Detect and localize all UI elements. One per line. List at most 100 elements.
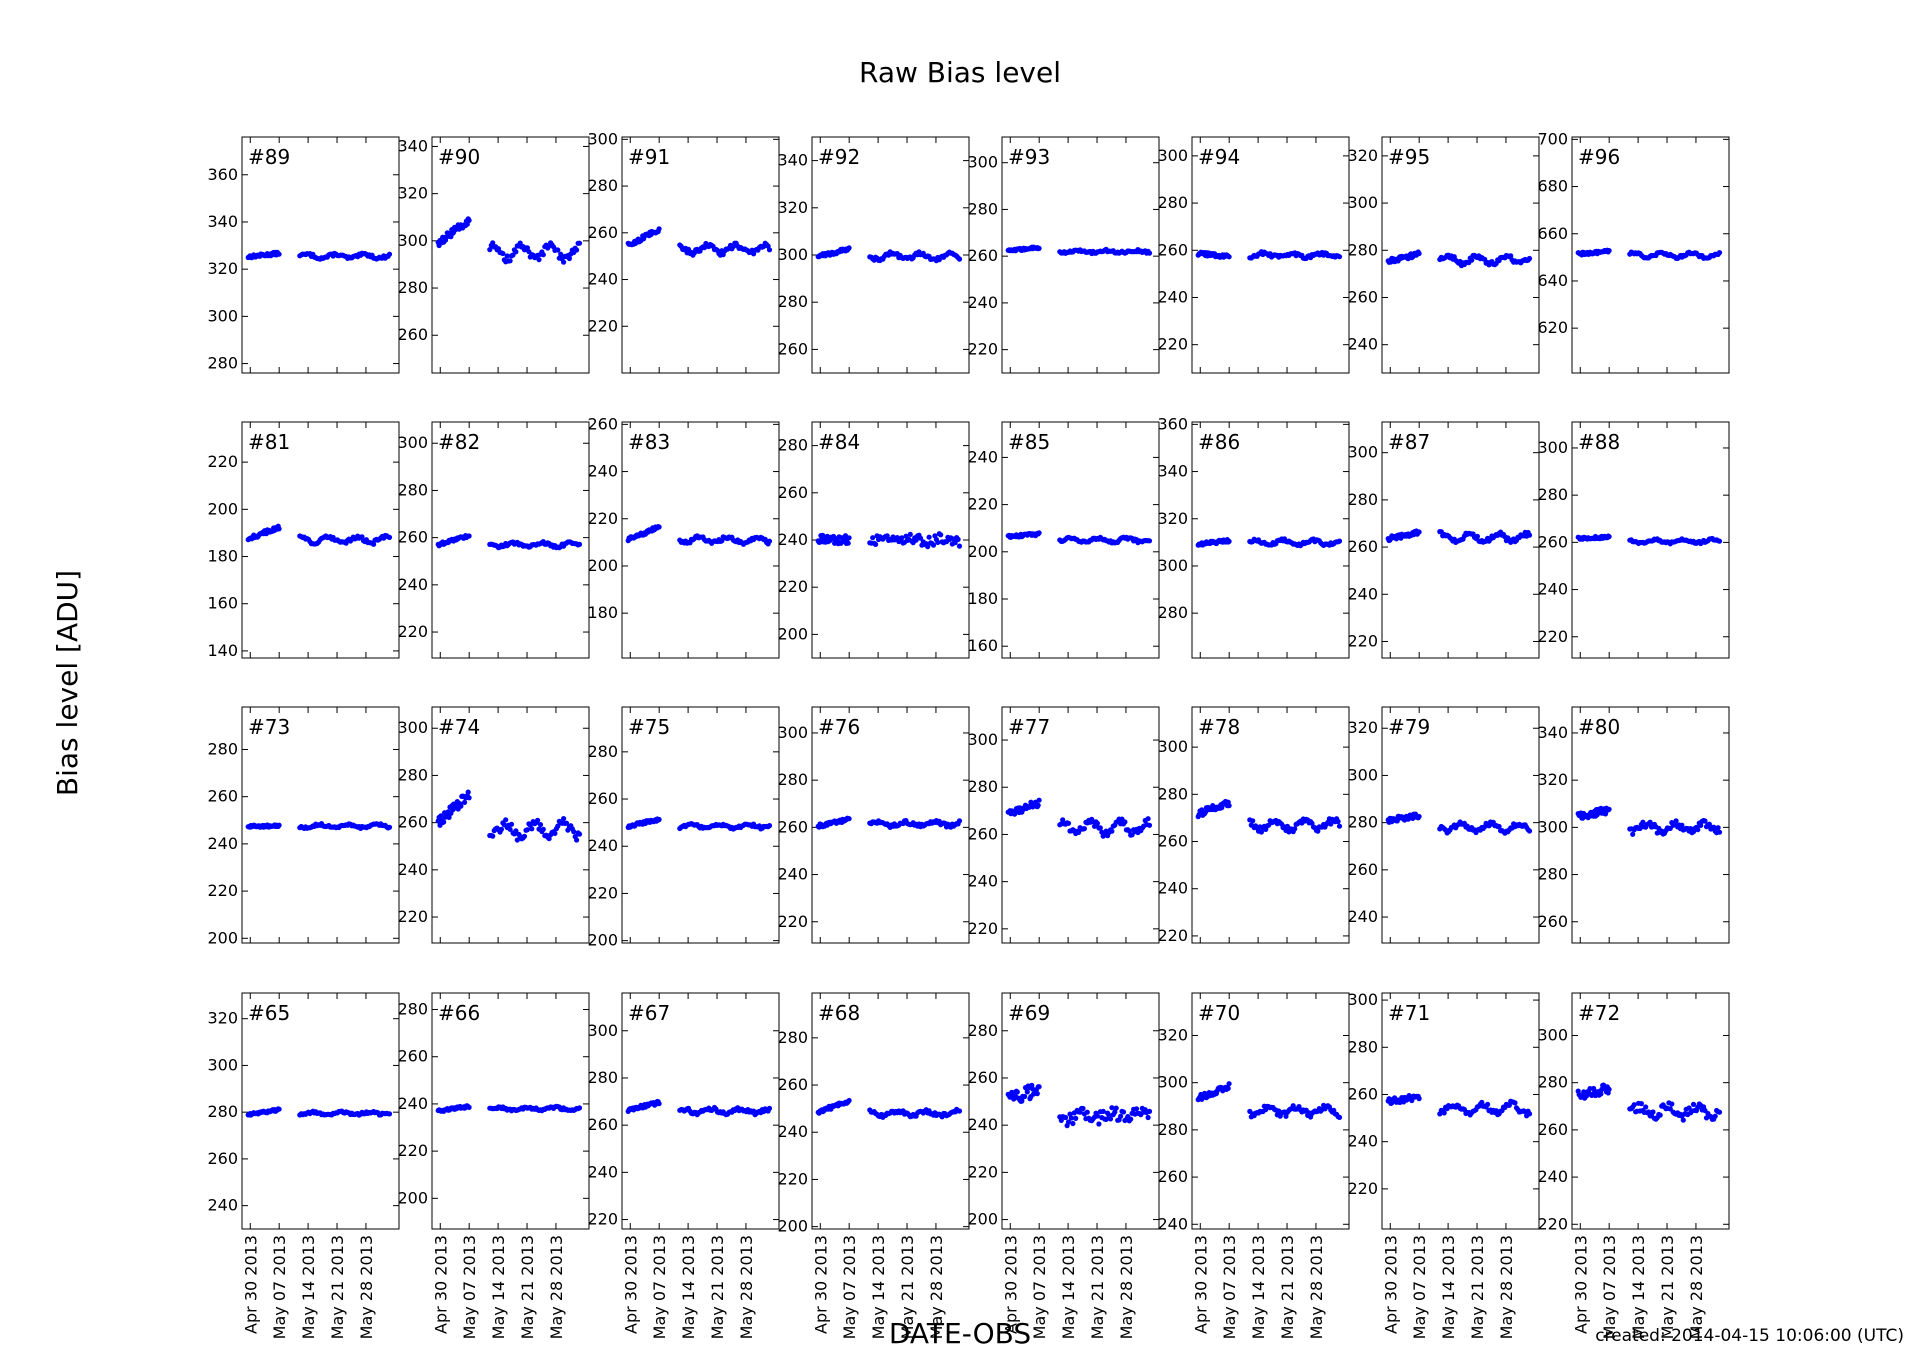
y-tick-label: 260 xyxy=(587,223,618,242)
y-tick-label: 280 xyxy=(207,1102,238,1121)
data-point xyxy=(1716,1109,1723,1115)
data-point xyxy=(870,535,876,541)
y-tick-label: 240 xyxy=(397,860,428,879)
data-point xyxy=(656,816,662,823)
data-points xyxy=(625,1098,773,1118)
y-tick-label: 300 xyxy=(1537,438,1568,457)
data-points xyxy=(1575,805,1723,837)
y-tick-label: 280 xyxy=(587,1068,618,1087)
data-point xyxy=(1226,803,1232,809)
data-points xyxy=(1195,798,1343,835)
data-points xyxy=(1195,249,1343,262)
y-tick-label: 240 xyxy=(1537,580,1568,599)
y-tick-label: 300 xyxy=(397,433,428,452)
x-tick-label: May 28 2013 xyxy=(357,1235,376,1339)
data-point xyxy=(913,537,919,543)
data-point xyxy=(1416,813,1422,820)
panel-label: #71 xyxy=(1388,1001,1430,1025)
data-point xyxy=(1416,250,1422,257)
data-point xyxy=(1145,1114,1151,1121)
y-tick-label: 220 xyxy=(1537,627,1568,646)
data-point xyxy=(1146,1108,1153,1114)
panel-label: #95 xyxy=(1388,145,1430,169)
data-points xyxy=(245,523,393,547)
y-tick-label: 260 xyxy=(777,339,808,358)
panel-label: #77 xyxy=(1008,715,1050,739)
y-tick-label: 260 xyxy=(397,813,428,832)
panel-frame xyxy=(1001,136,1160,374)
data-point xyxy=(820,532,826,539)
y-tick-label: 280 xyxy=(777,436,808,455)
panel-label: #79 xyxy=(1388,715,1430,739)
panel-label: #81 xyxy=(248,430,290,454)
y-tick-label: 620 xyxy=(1537,318,1568,337)
data-point xyxy=(1512,1100,1518,1106)
panel-label: #87 xyxy=(1388,430,1430,454)
y-tick-label: 260 xyxy=(587,414,618,433)
data-point xyxy=(1226,1081,1232,1087)
x-tick-label: May 21 2013 xyxy=(898,1235,917,1339)
y-tick-label: 260 xyxy=(397,1047,428,1066)
y-tick-label: 260 xyxy=(777,817,808,836)
data-point xyxy=(1716,829,1723,835)
data-point xyxy=(899,535,905,541)
data-point xyxy=(1441,1110,1447,1116)
data-point xyxy=(656,524,662,530)
data-point xyxy=(930,542,937,548)
y-tick-label: 300 xyxy=(587,129,618,148)
data-point xyxy=(956,543,963,549)
y-tick-label: 300 xyxy=(587,1021,618,1040)
panel-label: #80 xyxy=(1578,715,1620,739)
data-point xyxy=(1526,828,1533,834)
data-point xyxy=(1669,1101,1675,1107)
panel-label: #67 xyxy=(628,1001,670,1025)
data-point xyxy=(656,226,662,232)
x-tick-label: May 07 2013 xyxy=(270,1235,289,1339)
panel-label: #94 xyxy=(1198,145,1240,169)
data-point xyxy=(386,251,393,257)
y-tick-label: 200 xyxy=(587,556,618,575)
data-point xyxy=(500,250,506,257)
data-points xyxy=(435,1103,583,1114)
panel-frame xyxy=(1001,706,1160,944)
panel-81: 140 160 180 200 220 #81 xyxy=(207,421,400,660)
y-tick-label: 300 xyxy=(207,1055,238,1074)
y-tick-label: 220 xyxy=(397,1141,428,1160)
data-points xyxy=(245,821,393,832)
y-tick-label: 240 xyxy=(1537,1167,1568,1186)
panel-frame xyxy=(1571,136,1730,374)
data-point xyxy=(1081,826,1087,832)
y-tick-label: 240 xyxy=(777,530,808,549)
panel-label: #66 xyxy=(438,1001,480,1025)
data-points xyxy=(1575,247,1723,261)
x-tick-label: May 14 2013 xyxy=(1059,1235,1078,1339)
y-tick-label: 240 xyxy=(967,447,998,466)
y-tick-label: 340 xyxy=(1157,462,1188,481)
data-point xyxy=(576,240,583,246)
y-tick-label: 220 xyxy=(967,919,998,938)
y-tick-label: 280 xyxy=(1157,1120,1188,1139)
x-tick-label: May 21 2013 xyxy=(708,1235,727,1339)
data-point xyxy=(517,240,523,246)
data-points xyxy=(815,1097,963,1120)
x-tick-label: May 07 2013 xyxy=(1410,1235,1429,1339)
y-tick-label: 260 xyxy=(207,1149,238,1168)
panel-86: 280 300 320 340 360 #86 xyxy=(1157,414,1350,659)
panel-label: #92 xyxy=(818,145,860,169)
y-tick-label: 280 xyxy=(1347,490,1378,509)
data-point xyxy=(719,538,725,544)
panel-70: 240 260 280 300 320 Apr 30 2013 May 07 2013 May… xyxy=(1157,992,1350,1339)
data-point xyxy=(438,813,444,819)
data-point xyxy=(1336,1114,1343,1120)
data-point xyxy=(490,833,496,839)
data-point xyxy=(917,535,924,541)
data-point xyxy=(1014,1089,1020,1095)
y-tick-label: 220 xyxy=(397,907,428,926)
data-point xyxy=(925,544,931,550)
data-points xyxy=(815,245,963,264)
panel-label: #93 xyxy=(1008,145,1050,169)
data-point xyxy=(1113,1105,1119,1111)
data-point xyxy=(1606,1086,1612,1092)
data-point xyxy=(466,217,472,223)
panel-label: #90 xyxy=(438,145,480,169)
